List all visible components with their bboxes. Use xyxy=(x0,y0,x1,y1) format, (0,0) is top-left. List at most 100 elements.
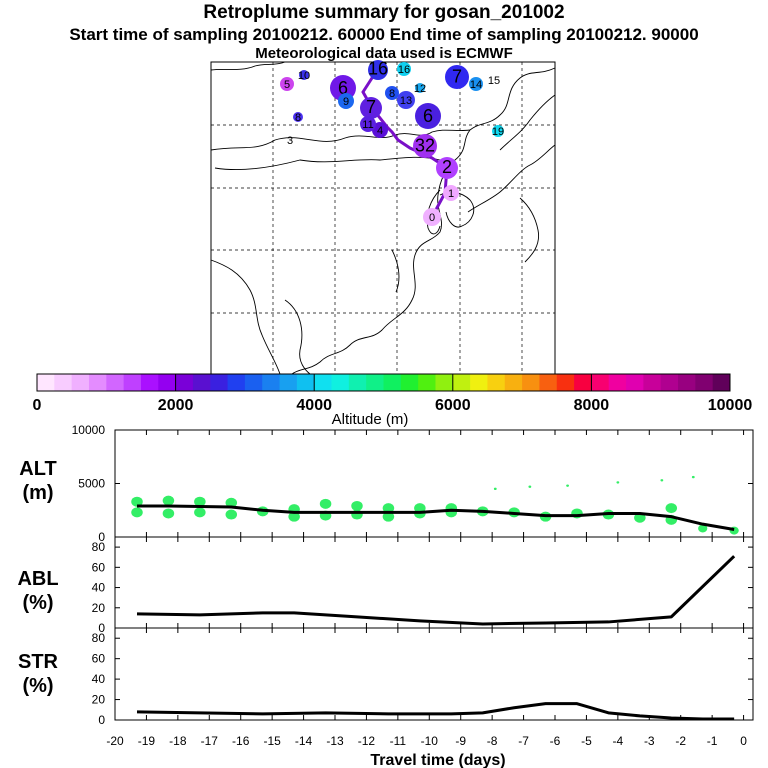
x-tick-label: -15 xyxy=(263,734,281,748)
trajectory-point-marker xyxy=(413,134,437,158)
trajectory-point-label: 1 xyxy=(448,188,454,200)
colorbar-cell xyxy=(314,374,333,391)
x-tick-label: -18 xyxy=(169,734,187,748)
alt-panel-label: ALT xyxy=(19,458,56,480)
map-graticule xyxy=(211,62,555,374)
abl-y-tick-label: 80 xyxy=(92,540,106,554)
trajectory-point-label: 9 xyxy=(343,96,349,108)
colorbar-cell xyxy=(296,374,315,391)
trajectory-point-label: 13 xyxy=(400,95,412,107)
colorbar-cell xyxy=(712,374,731,391)
trajectory-point-marker xyxy=(443,185,459,201)
abl-y-tick-label: 40 xyxy=(92,581,106,595)
trajectory-point-marker xyxy=(397,62,411,76)
travel-time-axis: -20 -19 -18 -17 -16 -15 -14 -13 -12 -11 -10 -9 -8 -7-… xyxy=(106,734,747,748)
colorbar-cell xyxy=(608,374,627,391)
x-tick-label: -2 xyxy=(675,734,686,748)
alt-panel: ALT (m) 10000 5000 0 xyxy=(19,423,754,544)
colorbar-cell xyxy=(522,374,540,391)
alt-y-tick-label: 10000 xyxy=(72,423,106,437)
trajectory-point-label: 6 xyxy=(423,106,433,126)
x-tick-label: -5 xyxy=(581,734,592,748)
colorbar-cell xyxy=(591,374,610,391)
colorbar-cell xyxy=(210,374,229,391)
alt-scatter-point xyxy=(566,484,569,487)
colorbar-cell xyxy=(175,374,194,391)
x-tick-label: -6 xyxy=(550,734,561,748)
alt-scatter-point xyxy=(162,508,175,519)
alt-scatter-point xyxy=(414,503,426,514)
x-tick-label: -12 xyxy=(358,734,376,748)
alt-y-tick-label: 5000 xyxy=(78,477,105,491)
trajectory-point-marker xyxy=(372,122,388,138)
trajectory-point-marker xyxy=(492,125,504,137)
abl-y-tick-label: 0 xyxy=(98,621,105,635)
alt-scatter-point xyxy=(225,509,238,520)
trajectory-point-marker xyxy=(385,86,399,100)
trajectory-point-label: 12 xyxy=(414,83,426,95)
str-y-tick-label: 60 xyxy=(92,652,106,666)
str-panel-units: (%) xyxy=(22,675,53,697)
colorbar-cell xyxy=(54,374,73,391)
colorbar-cell xyxy=(106,374,125,391)
alt-scatter-point xyxy=(194,507,206,518)
trajectory-point-label: 16 xyxy=(398,64,410,76)
x-tick-label: -7 xyxy=(518,734,529,748)
x-tick-label: -11 xyxy=(390,734,407,748)
trajectory-point-label: 3 xyxy=(287,135,293,147)
trajectory-point-label: 11 xyxy=(362,119,373,131)
colorbar-tick-label: 4000 xyxy=(296,397,332,414)
colorbar-cell xyxy=(418,374,436,391)
colorbar-cell xyxy=(556,374,575,391)
alt-scatter-point xyxy=(660,479,664,482)
trajectory-point-marker xyxy=(368,60,388,80)
x-tick-label: -4 xyxy=(613,734,624,748)
colorbar-cell xyxy=(487,374,506,391)
trajectory-point-label: 2 xyxy=(442,157,452,177)
trajectory-point-marker xyxy=(436,157,458,179)
trajectory-point-label: 16 xyxy=(368,59,388,79)
alt-scatter-point xyxy=(194,496,206,507)
trajectory-point-marker xyxy=(415,103,441,129)
colorbar-cell xyxy=(660,374,679,391)
x-tick-label: -17 xyxy=(201,734,219,748)
x-tick-label: -8 xyxy=(487,734,498,748)
colorbar-cell xyxy=(140,374,159,391)
x-tick-label: 0 xyxy=(740,734,747,748)
colorbar-cell xyxy=(192,374,211,391)
trajectory-point-label: 8 xyxy=(295,112,301,124)
altitude-colorbar: 0 2000 4000 6000 8000 10000 Altitude (m) xyxy=(33,373,752,428)
trajectory-point-label: 8 xyxy=(389,88,395,100)
abl-y-tick-label: 60 xyxy=(92,560,106,574)
x-tick-label: -13 xyxy=(326,734,344,748)
trajectory-point-marker xyxy=(397,91,415,109)
x-tick-label: -9 xyxy=(455,734,466,748)
alt-scatter-point xyxy=(382,503,395,514)
str-y-tick-label: 40 xyxy=(92,672,106,686)
alt-scatter-point xyxy=(131,507,143,518)
x-tick-label: -20 xyxy=(106,734,124,748)
colorbar-tick-label: 8000 xyxy=(574,397,610,414)
trajectory-point-label: 15 xyxy=(488,75,500,87)
chart-title: Retroplume summary for gosan_201002 xyxy=(203,2,565,23)
x-tick-label: -19 xyxy=(138,734,156,748)
alt-scatter-point xyxy=(288,511,300,522)
colorbar-cell xyxy=(88,374,107,391)
colorbar-tick-label: 2000 xyxy=(158,397,194,414)
trajectory-point-label: 19 xyxy=(492,126,504,138)
colorbar-cell xyxy=(279,374,298,391)
colorbar-tick-label: 6000 xyxy=(435,397,471,414)
meteorological-data-note: Meteorological data used is ECMWF xyxy=(255,45,513,62)
abl-panel-units: (%) xyxy=(22,592,53,614)
alt-scatter-point xyxy=(131,496,143,507)
colorbar-cell xyxy=(348,374,367,391)
trajectory-point-label: 10 xyxy=(298,70,310,82)
trajectory-point-marker xyxy=(360,116,376,132)
x-tick-label: -10 xyxy=(421,734,439,748)
colorbar-cell xyxy=(331,374,350,391)
alt-scatter-point xyxy=(382,511,395,522)
abl-panel-label: ABL xyxy=(17,568,58,590)
str-y-tick-label: 0 xyxy=(98,713,105,727)
colorbar-cell xyxy=(366,374,384,391)
